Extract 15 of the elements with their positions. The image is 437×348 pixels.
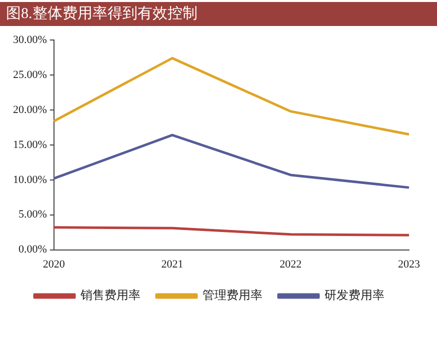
y-tick-label: 5.00%	[18, 208, 47, 221]
legend-label: 管理费用率	[202, 288, 262, 302]
chart-title: 图8.整体费用率得到有效控制	[0, 2, 437, 26]
legend-label: 研发费用率	[324, 288, 384, 302]
y-tick-label: 0.00%	[18, 244, 47, 256]
x-tick-label: 2023	[398, 258, 420, 270]
y-tick-label: 25.00%	[12, 68, 47, 81]
x-tick-label: 2022	[280, 258, 302, 270]
x-tick-label: 2020	[42, 258, 66, 270]
legend-label: 销售费用率	[80, 288, 140, 302]
x-tick-label: 2021	[161, 258, 184, 270]
y-tick-label: 20.00%	[12, 104, 47, 116]
y-tick-label: 15.00%	[12, 138, 47, 151]
y-tick-label: 30.00%	[12, 34, 47, 46]
y-tick-label: 10.00%	[12, 174, 47, 186]
